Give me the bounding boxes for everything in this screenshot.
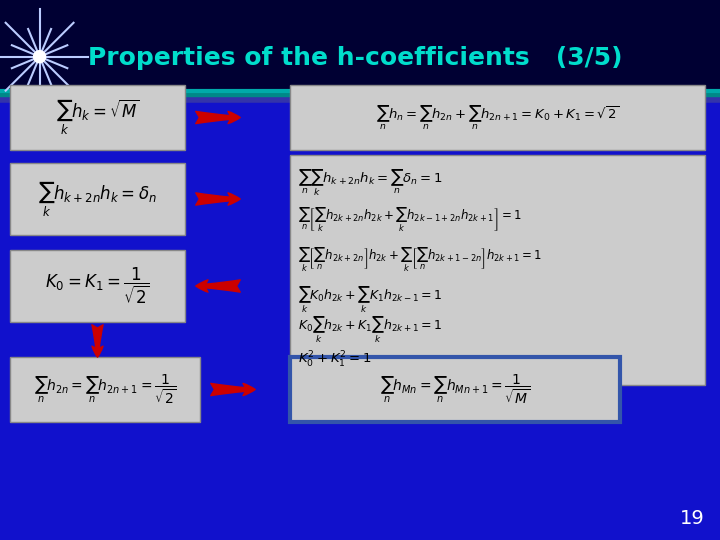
Bar: [290, 85, 705, 150]
Circle shape: [34, 51, 45, 63]
Text: $\sum_{n} h_{2n} = \sum_{n} h_{2n+1} = \dfrac{1}{\sqrt{2}}$: $\sum_{n} h_{2n} = \sum_{n} h_{2n+1} = \…: [34, 373, 176, 406]
Text: $K_0^2 + K_1^2 = 1$: $K_0^2 + K_1^2 = 1$: [298, 350, 372, 370]
Bar: [290, 357, 620, 422]
Bar: [10, 85, 185, 150]
Bar: [290, 155, 705, 385]
Text: $\sum_{k} h_k = \sqrt{M}$: $\sum_{k} h_k = \sqrt{M}$: [55, 98, 139, 138]
Text: $K_0 = K_1 = \dfrac{1}{\sqrt{2}}$: $K_0 = K_1 = \dfrac{1}{\sqrt{2}}$: [45, 266, 150, 306]
Text: $\sum_{n}\left[\sum_{k} h_{2k+2n} h_{2k} + \sum_{k} h_{2k-1+2n} h_{2k+1}\right] : $\sum_{n}\left[\sum_{k} h_{2k+2n} h_{2k}…: [298, 206, 522, 234]
Bar: [10, 250, 185, 322]
Text: $\sum_{k} h_{k+2n} h_k = \delta_n$: $\sum_{k} h_{k+2n} h_k = \delta_n$: [38, 179, 157, 219]
Text: $\sum_{n} h_{Mn} = \sum_{n} h_{Mn+1} = \dfrac{1}{\sqrt{M}}$: $\sum_{n} h_{Mn} = \sum_{n} h_{Mn+1} = \…: [380, 373, 530, 406]
Bar: [10, 357, 200, 422]
Bar: [10, 163, 185, 235]
Text: 19: 19: [680, 509, 705, 528]
Text: $\sum_{n} h_n = \sum_{n} h_{2n} + \sum_{n} h_{2n+1} = K_0 + K_1 = \sqrt{2}$: $\sum_{n} h_n = \sum_{n} h_{2n} + \sum_{…: [376, 103, 619, 132]
Text: $K_0 \sum_{k} h_{2k} + K_1 \sum_{k} h_{2k+1} = 1$: $K_0 \sum_{k} h_{2k} + K_1 \sum_{k} h_{2…: [298, 315, 443, 345]
Bar: [0, 0, 720, 95]
Text: $\sum_{k}\left[\sum_{n} h_{2k+2n}\right] h_{2k} + \sum_{k}\left[\sum_{n} h_{2k+1: $\sum_{k}\left[\sum_{n} h_{2k+2n}\right]…: [298, 246, 542, 274]
Text: $\sum_{k} K_0 h_{2k} + \sum_{k} K_1 h_{2k-1} = 1$: $\sum_{k} K_0 h_{2k} + \sum_{k} K_1 h_{2…: [298, 285, 443, 315]
Text: Properties of the h-coefficients   (3/5): Properties of the h-coefficients (3/5): [88, 46, 622, 70]
Text: $\sum_{n}\sum_{k} h_{k+2n} h_k = \sum_{n} \delta_n = 1$: $\sum_{n}\sum_{k} h_{k+2n} h_k = \sum_{n…: [298, 168, 442, 198]
